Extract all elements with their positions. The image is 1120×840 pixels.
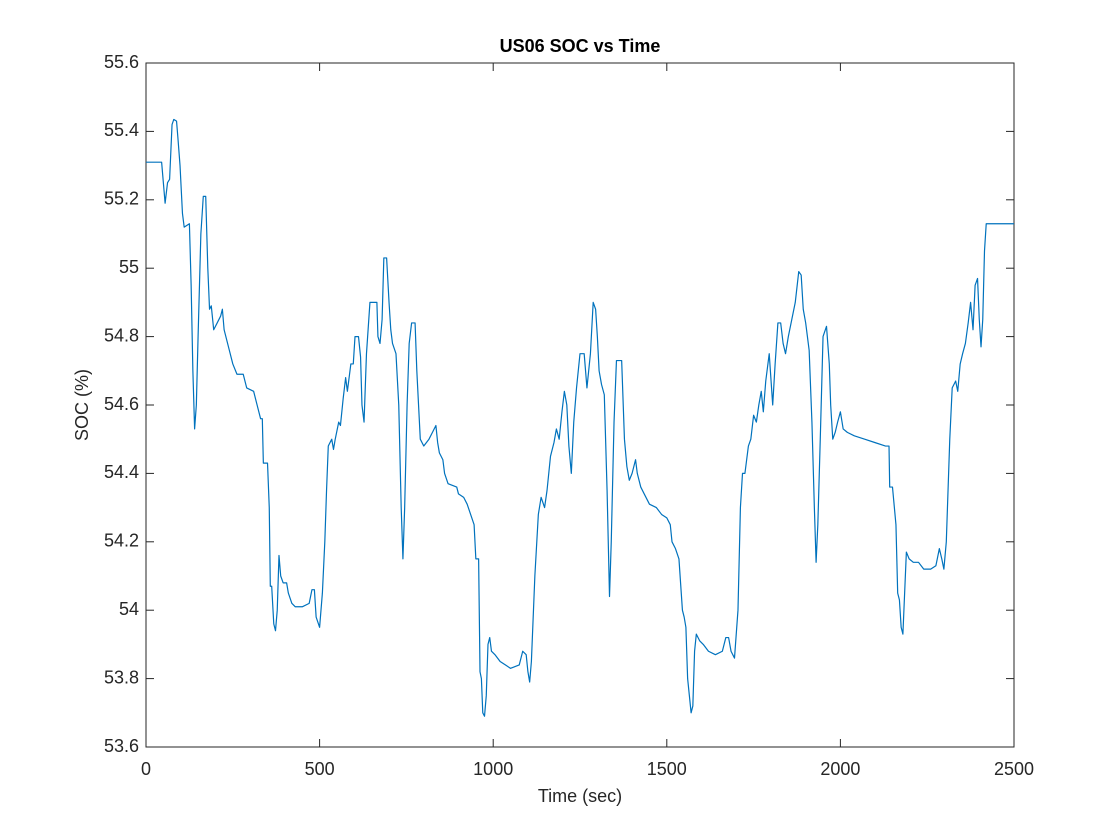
x-tick-label: 500 [305, 759, 335, 779]
x-axis-label: Time (sec) [538, 786, 622, 806]
x-tick-label: 1000 [473, 759, 513, 779]
chart-title: US06 SOC vs Time [500, 36, 661, 56]
y-tick-label: 54.6 [104, 394, 139, 414]
x-tick-label: 2500 [994, 759, 1034, 779]
y-tick-label: 54.8 [104, 325, 139, 345]
y-tick-label: 54.4 [104, 462, 139, 482]
x-tick-label: 0 [141, 759, 151, 779]
y-axis-label: SOC (%) [72, 369, 92, 441]
x-tick-label: 1500 [647, 759, 687, 779]
y-tick-label: 54 [119, 599, 139, 619]
y-tick-label: 55.4 [104, 120, 139, 140]
data-line [146, 118, 1014, 717]
y-tick-label: 53.6 [104, 736, 139, 756]
y-tick-label: 55 [119, 257, 139, 277]
y-tick-label: 53.8 [104, 667, 139, 687]
y-tick-label: 55.2 [104, 189, 139, 209]
y-tick-label: 54.2 [104, 531, 139, 551]
x-tick-label: 2000 [820, 759, 860, 779]
plot-frame [145, 62, 1015, 748]
y-tick-label: 55.6 [104, 52, 139, 72]
